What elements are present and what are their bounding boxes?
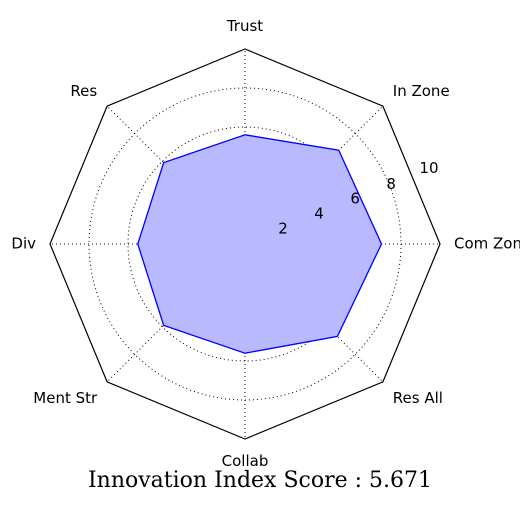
axis-label-in-zone: In Zone [393,82,450,100]
axis-labels: Trust In Zone Com Zone Res All Collab Ment St… [11,17,520,470]
radar-series [137,134,383,354]
innovation-score-caption: Innovation Index Score : 5.671 [87,468,433,493]
radial-tick-labels: 2 4 6 8 10 [278,159,438,237]
axis-label-trust: Trust [226,17,263,35]
radial-tick-2: 2 [278,220,288,238]
radial-tick-4: 4 [314,205,324,223]
radial-tick-10: 10 [419,159,438,177]
radial-tick-6: 6 [350,190,360,208]
radial-tick-8: 8 [386,175,396,193]
axis-label-ment-str: Ment Str [33,389,98,407]
axis-label-collab: Collab [222,452,269,470]
axis-label-com-zone: Com Zone [454,235,520,253]
axis-label-res-all: Res All [393,389,443,407]
axis-label-div: Div [11,235,36,253]
axis-label-res: Res [70,82,97,100]
series-area-0 [137,134,383,354]
outer-frame [49,48,441,440]
